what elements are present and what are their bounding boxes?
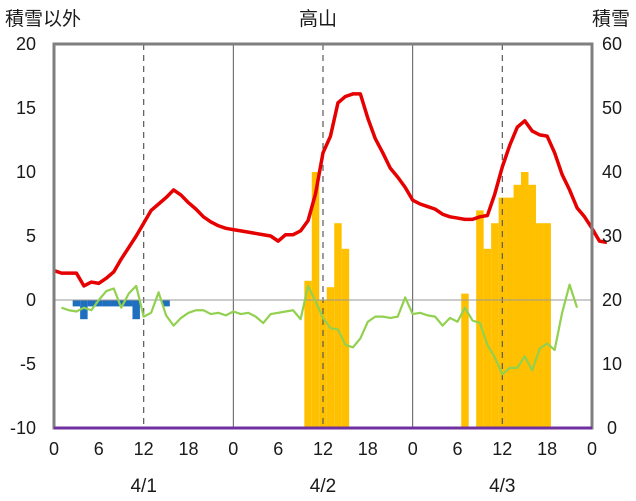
right-tick-label: 20 <box>602 290 622 310</box>
precip-bar-4 <box>102 300 111 307</box>
green-series-line <box>61 283 579 376</box>
hour-tick-label: 6 <box>452 439 462 459</box>
frame-layer <box>52 42 594 430</box>
precip-bar-6 <box>117 300 125 307</box>
date-label: 4/3 <box>489 476 515 497</box>
left-tick-label: 0 <box>26 290 36 310</box>
line-layer <box>53 92 608 376</box>
hour-tick-label: 0 <box>408 439 418 459</box>
hour-tick-label: 6 <box>273 439 283 459</box>
snow-bar-16 <box>543 223 551 428</box>
left-tick-label: 15 <box>16 98 36 118</box>
hour-tick-label: 18 <box>178 439 198 459</box>
snow-bar-6 <box>461 293 469 428</box>
snow-bar-8 <box>483 248 492 428</box>
hour-tick-label: 18 <box>358 439 378 459</box>
snow-bar-3 <box>326 287 335 428</box>
snow-bar-0 <box>304 280 312 428</box>
hour-tick-label: 0 <box>228 439 238 459</box>
snow-bar-14 <box>528 184 536 428</box>
snow-bar-5 <box>341 248 350 428</box>
precip-bar-3 <box>95 300 103 307</box>
right-tick-label: 60 <box>602 34 622 54</box>
hour-tick-label: 12 <box>134 439 154 459</box>
snow-bar-7 <box>476 210 484 428</box>
precip-bar-8 <box>132 300 140 320</box>
left-tick-label: 5 <box>26 226 36 246</box>
snow-bar-12 <box>513 184 522 428</box>
left-tick-label: 20 <box>16 34 36 54</box>
snow-bar-11 <box>506 197 514 428</box>
right-tick-label: 0 <box>607 418 617 438</box>
hour-tick-label: 18 <box>537 439 557 459</box>
hour-tick-label: 6 <box>94 439 104 459</box>
precip-bar-5 <box>110 300 118 307</box>
precip-bar-0 <box>72 300 81 307</box>
hour-tick-label: 0 <box>49 439 59 459</box>
temperature-line <box>53 92 608 288</box>
snow-bar-4 <box>334 223 342 428</box>
precip-bar-9 <box>162 300 170 307</box>
hour-tick-label: 12 <box>313 439 333 459</box>
precip-bar-1 <box>80 300 88 320</box>
right-tick-label: 50 <box>602 98 622 118</box>
date-label: 4/1 <box>130 476 156 497</box>
right-tick-label: 40 <box>602 162 622 182</box>
right-axis-label: 積雪 <box>592 8 630 30</box>
chart-title: 高山 <box>299 8 337 30</box>
left-axis-label: 積雪以外 <box>5 8 81 30</box>
precip-bar-2 <box>87 300 96 307</box>
right-tick-label: 10 <box>602 354 622 374</box>
grid-layer <box>54 44 592 428</box>
snow-bar-15 <box>535 223 544 428</box>
precip-bar-7 <box>124 300 133 307</box>
snow-bar-9 <box>491 223 499 428</box>
left-tick-label: -5 <box>20 354 36 374</box>
left-tick-label: -10 <box>10 418 36 438</box>
right-tick-label: 30 <box>602 226 622 246</box>
date-label: 4/2 <box>310 476 336 497</box>
left-tick-label: 10 <box>16 162 36 182</box>
hour-tick-label: 0 <box>587 439 597 459</box>
hour-tick-label: 12 <box>492 439 512 459</box>
